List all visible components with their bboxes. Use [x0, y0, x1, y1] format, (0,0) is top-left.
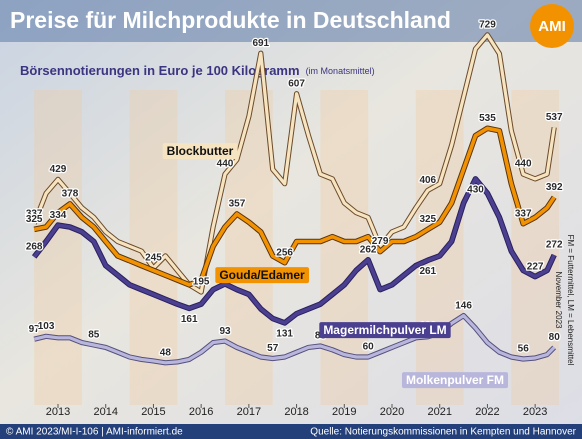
- value-label: 85: [88, 330, 100, 341]
- x-tick-label: 2015: [141, 406, 165, 418]
- series-name: Magermilchpulver LM: [323, 323, 446, 337]
- x-tick-label: 2014: [93, 406, 117, 418]
- value-label: 268: [26, 242, 43, 253]
- value-label: 56: [518, 344, 530, 355]
- copyright: © AMI 2023/MI-I-106 | AMI-informiert.de: [6, 427, 183, 438]
- series-name: Blockbutter: [167, 144, 234, 158]
- value-label: 131: [276, 328, 293, 339]
- chart: Preise für Milchprodukte in Deutschland …: [0, 0, 582, 439]
- source: Quelle: Notierungskommissionen in Kempte…: [310, 427, 576, 438]
- value-label: 93: [219, 326, 231, 337]
- x-tick-label: 2013: [46, 406, 70, 418]
- value-label: 262: [360, 244, 377, 255]
- x-tick-label: 2021: [427, 406, 451, 418]
- value-label: 325: [419, 214, 436, 225]
- series-name-box: Blockbutter: [163, 143, 238, 159]
- logo: AMI: [538, 18, 566, 35]
- subtitle: Börsennotierungen in Euro je 100 Kilogra…: [20, 63, 375, 78]
- value-label: 325: [26, 214, 43, 225]
- value-label: 440: [515, 159, 532, 170]
- value-label: 245: [145, 253, 162, 264]
- date-note: November 2023: [554, 272, 563, 329]
- value-label: 334: [50, 210, 67, 221]
- value-label: 337: [515, 208, 532, 219]
- value-label: 440: [217, 159, 234, 170]
- x-tick-label: 2023: [523, 406, 547, 418]
- value-label: 378: [62, 189, 79, 200]
- value-label: 80: [549, 332, 561, 343]
- series-name: Molkenpulver FM: [406, 373, 504, 387]
- year-band: [416, 90, 464, 405]
- series-name: Gouda/Edamer: [219, 268, 305, 282]
- value-label: 691: [252, 38, 269, 49]
- value-label: 272: [546, 240, 563, 251]
- value-label: 57: [267, 343, 279, 354]
- value-label: 227: [527, 261, 544, 272]
- value-label: 60: [363, 342, 375, 353]
- value-label: 357: [229, 199, 246, 210]
- value-label: 607: [288, 78, 305, 89]
- value-label: 103: [38, 321, 55, 332]
- value-label: 537: [546, 112, 563, 123]
- value-label: 406: [419, 175, 436, 186]
- series-name-box: Gouda/Edamer: [215, 267, 309, 283]
- chart-title: Preise für Milchprodukte in Deutschland: [10, 7, 451, 33]
- side-note: FM = Futtermittel, LM = Lebensmittel: [566, 235, 575, 366]
- page: Preise für Milchprodukte in Deutschland …: [0, 0, 582, 439]
- value-label: 729: [479, 20, 496, 31]
- x-tick-label: 2019: [332, 406, 356, 418]
- value-label: 256: [276, 247, 293, 258]
- x-tick-label: 2022: [475, 406, 499, 418]
- series-name-box: Magermilchpulver LM: [319, 322, 450, 338]
- value-label: 429: [50, 164, 67, 175]
- subtitle-note: (im Monatsmittel): [306, 66, 375, 76]
- value-label: 48: [160, 347, 172, 358]
- value-label: 261: [419, 266, 436, 277]
- value-label: 535: [479, 113, 496, 124]
- value-label: 430: [467, 185, 484, 196]
- x-tick-label: 2020: [380, 406, 404, 418]
- series-name-box: Molkenpulver FM: [402, 372, 508, 388]
- x-tick-label: 2017: [237, 406, 261, 418]
- x-tick-label: 2016: [189, 406, 213, 418]
- value-label: 146: [455, 300, 472, 311]
- value-label: 161: [181, 314, 198, 325]
- value-label: 195: [193, 277, 210, 288]
- x-tick-label: 2018: [284, 406, 308, 418]
- value-label: 392: [546, 182, 563, 193]
